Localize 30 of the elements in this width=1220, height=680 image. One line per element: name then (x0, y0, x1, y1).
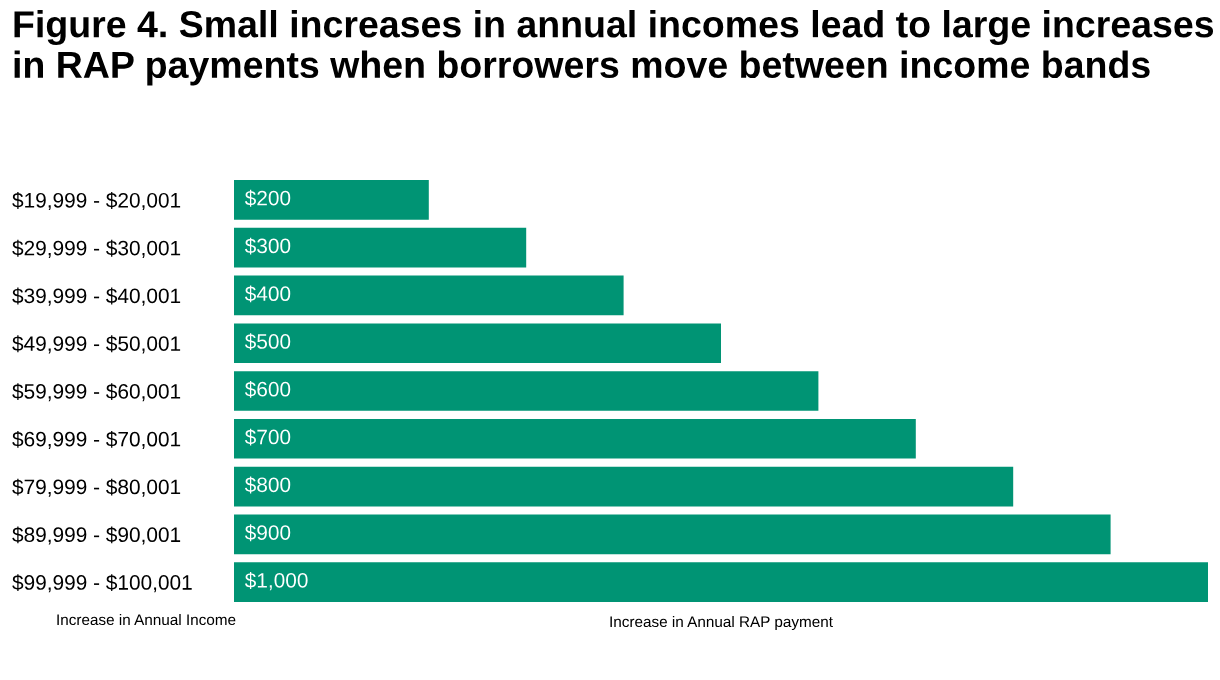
y-tick-label: $29,999 - $30,001 (12, 239, 181, 258)
y-tick-label: $79,999 - $80,001 (12, 478, 181, 497)
data-label: $700 (244, 428, 291, 446)
y-tick-label: $69,999 - $70,001 (12, 430, 181, 449)
y-tick-label: $39,999 - $40,001 (12, 287, 181, 306)
data-label: $300 (244, 237, 291, 255)
bar (234, 514, 1111, 555)
bar (234, 323, 721, 364)
x-axis-title: Increase in Annual RAP payment (610, 615, 833, 631)
y-tick-label: $59,999 - $60,001 (12, 383, 181, 402)
y-tick-label: $89,999 - $90,001 (12, 526, 181, 545)
y-tick-label: $49,999 - $50,001 (12, 335, 181, 354)
bar (234, 418, 916, 459)
chart-title: Figure 4. Small increases in annual incomes lead to large increases in RAP payments when borrowers move between income bands (14, 10, 1214, 86)
bar (234, 562, 1208, 602)
data-label: $800 (244, 476, 291, 494)
bar (234, 275, 624, 316)
bar (234, 466, 1014, 507)
data-label: $400 (244, 285, 291, 303)
data-label: $900 (244, 524, 291, 542)
bar (234, 227, 527, 268)
y-axis-title: Increase in Annual Income (57, 613, 236, 626)
y-tick-label: $99,999 - $100,001 (12, 574, 192, 593)
bar (234, 180, 429, 220)
data-label: $200 (244, 189, 291, 207)
data-label: $500 (244, 333, 291, 351)
data-label: $1,000 (244, 572, 308, 591)
y-tick-label: $19,999 - $20,001 (12, 192, 181, 211)
data-label: $600 (244, 380, 291, 398)
bar (234, 371, 819, 411)
